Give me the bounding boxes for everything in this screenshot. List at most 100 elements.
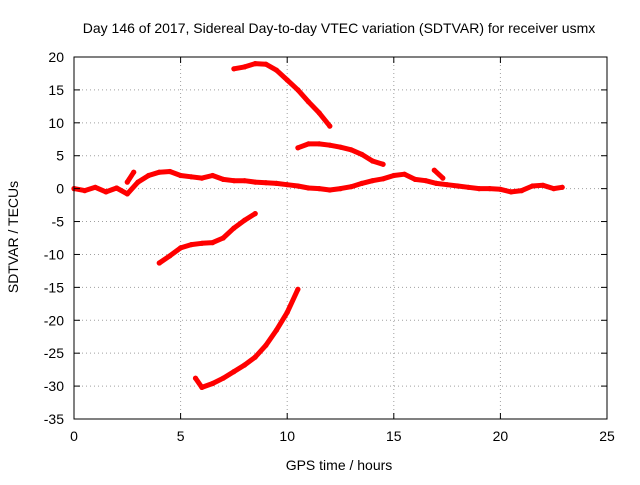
chart-title: Day 146 of 2017, Sidereal Day-to-day VTE… xyxy=(83,20,596,36)
data-point xyxy=(199,175,205,181)
data-point xyxy=(327,123,333,129)
data-point xyxy=(444,182,450,188)
data-series xyxy=(71,61,565,390)
data-point xyxy=(369,178,376,184)
y-tick-label: -20 xyxy=(44,312,64,328)
plot-frame xyxy=(73,56,608,420)
x-tick-label: 20 xyxy=(493,428,509,444)
data-point xyxy=(114,185,120,191)
data-point xyxy=(252,354,258,360)
data-point xyxy=(551,186,557,192)
data-point xyxy=(188,242,194,248)
data-point xyxy=(242,362,248,368)
x-tick-label: 10 xyxy=(279,428,295,444)
data-point xyxy=(124,191,130,197)
data-point xyxy=(508,189,514,195)
y-tick-label: -35 xyxy=(44,411,64,427)
data-point xyxy=(455,183,461,189)
data-point xyxy=(391,172,397,179)
data-point xyxy=(380,161,386,167)
data-point xyxy=(178,172,184,179)
x-tick-label: 25 xyxy=(599,428,615,444)
data-point xyxy=(305,185,312,191)
data-point xyxy=(295,286,301,292)
data-point xyxy=(412,176,418,182)
data-point xyxy=(131,169,137,175)
data-point xyxy=(348,147,354,153)
data-point xyxy=(487,186,493,192)
data-point xyxy=(284,309,290,315)
data-point xyxy=(210,380,216,387)
data-point xyxy=(305,141,312,147)
y-tick-label: 20 xyxy=(48,49,64,65)
data-point xyxy=(316,186,322,192)
data-point xyxy=(199,384,205,390)
data-point xyxy=(188,174,194,180)
y-tick-label: -25 xyxy=(44,345,64,361)
data-point xyxy=(497,186,503,192)
data-point xyxy=(231,66,237,72)
data-point xyxy=(124,179,130,185)
data-point xyxy=(220,176,226,182)
data-point xyxy=(210,240,216,246)
data-point xyxy=(295,145,301,151)
data-point xyxy=(263,180,269,186)
series-arc-1 xyxy=(231,61,333,129)
data-point xyxy=(369,158,376,164)
data-point xyxy=(103,189,109,195)
data-point xyxy=(192,375,199,381)
data-point xyxy=(92,184,98,190)
data-point xyxy=(167,253,173,259)
x-tick-label: 0 xyxy=(70,428,78,444)
y-axis-label: SDTVAR / TECUs xyxy=(5,181,21,293)
data-point xyxy=(242,217,248,223)
data-point xyxy=(540,182,546,188)
data-point xyxy=(337,186,344,192)
y-tick-label: -15 xyxy=(44,279,64,295)
y-tick-label: 15 xyxy=(48,82,64,98)
data-point xyxy=(210,172,216,179)
data-point xyxy=(433,180,439,186)
data-point xyxy=(231,225,237,231)
data-point xyxy=(242,178,248,184)
data-point xyxy=(327,187,333,193)
data-point xyxy=(231,178,237,184)
x-tick-label: 5 xyxy=(177,428,185,444)
y-tick-label: 5 xyxy=(56,148,64,164)
data-point xyxy=(305,99,312,105)
data-point xyxy=(273,180,280,186)
data-point xyxy=(327,142,333,148)
data-point xyxy=(199,240,205,246)
y-tick-label: 10 xyxy=(48,115,64,131)
data-point xyxy=(316,110,322,116)
data-point xyxy=(231,369,237,375)
data-point xyxy=(135,179,141,185)
data-point xyxy=(519,188,525,194)
data-point xyxy=(220,375,226,381)
grid xyxy=(74,57,607,419)
data-point xyxy=(440,175,446,181)
x-axis-label: GPS time / hours xyxy=(286,457,393,473)
data-point xyxy=(465,184,471,190)
data-point xyxy=(263,342,269,348)
data-point xyxy=(423,178,429,184)
data-point xyxy=(252,61,258,67)
data-point xyxy=(316,141,322,147)
data-point xyxy=(284,182,290,188)
data-point xyxy=(401,171,408,177)
data-point xyxy=(273,67,280,73)
data-point xyxy=(167,168,173,175)
data-point xyxy=(263,61,269,67)
series-arc-3 xyxy=(156,211,258,266)
series-arc-4 xyxy=(193,286,301,390)
data-point xyxy=(178,245,184,251)
data-point xyxy=(295,87,301,93)
data-point xyxy=(380,176,386,182)
data-point xyxy=(284,77,290,83)
data-point xyxy=(252,179,258,185)
data-point xyxy=(359,180,365,186)
y-tick-label: -30 xyxy=(44,378,64,394)
data-point xyxy=(252,211,258,217)
